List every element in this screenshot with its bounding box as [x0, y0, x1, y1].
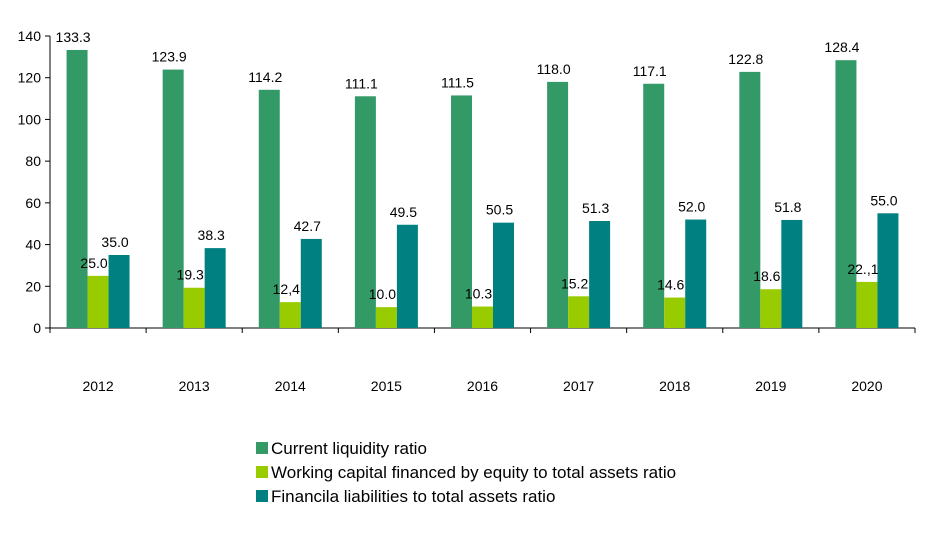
bar — [781, 219, 803, 328]
legend-label: Working capital financed by equity to to… — [271, 463, 676, 482]
bar — [685, 219, 707, 328]
bar-value-label: 22.,1 — [847, 261, 878, 277]
bar-value-label: 52.0 — [678, 199, 705, 215]
bar — [279, 302, 301, 328]
bar — [451, 95, 472, 328]
bar — [493, 222, 514, 328]
bar-value-label: 19.3 — [177, 267, 204, 283]
bar-value-label: 12,4 — [273, 281, 300, 297]
bar — [375, 307, 397, 328]
legend-swatch — [256, 442, 268, 454]
bar-value-label: 50.5 — [486, 202, 513, 218]
x-tick-label: 2014 — [275, 378, 306, 394]
bar — [835, 60, 857, 329]
x-tick-label: 2016 — [467, 378, 498, 394]
bar — [589, 221, 611, 328]
bar — [877, 213, 899, 328]
legend-label: Financila liabilities to total assets ra… — [271, 487, 555, 506]
bar-value-label: 118.0 — [537, 61, 571, 77]
x-tick-label: 2017 — [563, 378, 594, 394]
bar-value-label: 15.2 — [561, 275, 588, 291]
y-tick-label: 100 — [18, 111, 42, 127]
bar-value-label: 10.3 — [465, 286, 492, 302]
bar — [258, 89, 280, 328]
bar — [664, 297, 686, 328]
bar — [760, 289, 782, 328]
bar-value-label: 10.0 — [369, 286, 396, 302]
y-tick-label: 140 — [18, 28, 42, 44]
y-tick-label: 40 — [25, 237, 41, 253]
legend-label: Current liquidity ratio — [271, 439, 427, 458]
y-tick-label: 20 — [25, 278, 41, 294]
bar-value-label: 122.8 — [728, 51, 763, 67]
bar — [66, 49, 88, 329]
bar — [472, 306, 493, 328]
bar-value-label: 133.3 — [56, 29, 91, 45]
bar-value-label: 35.0 — [101, 234, 128, 250]
legend-swatch — [256, 490, 268, 502]
x-tick-label: 2013 — [179, 378, 210, 394]
bar-value-label: 18.6 — [753, 268, 780, 284]
bar-value-label: 111.1 — [345, 75, 378, 91]
bar — [108, 255, 130, 328]
bar-value-label: 117.1 — [633, 63, 667, 79]
bar-value-label: 49.5 — [390, 204, 417, 220]
x-tick-label: 2020 — [851, 378, 882, 394]
bar — [183, 287, 205, 328]
bar-value-label: 123.9 — [152, 49, 187, 65]
bar-value-label: 51.3 — [582, 200, 609, 216]
x-tick-label: 2019 — [755, 378, 786, 394]
legend-swatch — [256, 466, 268, 478]
bar-value-label: 111.5 — [441, 74, 474, 90]
bar — [547, 81, 569, 328]
bar — [162, 69, 184, 328]
x-tick-label: 2012 — [82, 378, 113, 394]
bar — [643, 83, 665, 329]
axes: 0 20 40 60 80 100 120 140 2012 2013 2014 2015 2016 20… — [18, 28, 916, 394]
y-tick-label: 0 — [33, 320, 41, 336]
bar-value-label: 51.8 — [774, 199, 801, 215]
bars — [66, 49, 899, 329]
data-labels: 133.3 25.0 35.0 123.9 19.3 38.3 114.2 12,4 42.7 1… — [56, 29, 898, 302]
bar-value-label: 128.4 — [824, 39, 859, 55]
y-tick-label: 60 — [25, 195, 41, 211]
bar-value-label: 38.3 — [198, 227, 225, 243]
bar-value-label: 114.2 — [248, 69, 282, 85]
bar — [87, 275, 109, 328]
bar — [396, 224, 418, 328]
legend: Current liquidity ratio Working capital f… — [256, 439, 676, 506]
x-tick-label: 2018 — [659, 378, 690, 394]
bar-value-label: 42.7 — [294, 218, 321, 234]
y-tick-label: 80 — [25, 153, 41, 169]
bar — [354, 96, 376, 328]
bar — [856, 281, 878, 328]
bar-value-label: 25.0 — [80, 255, 107, 271]
bar — [568, 296, 590, 328]
bar — [300, 238, 322, 328]
bar-value-label: 55.0 — [870, 192, 897, 208]
x-tick-label: 2015 — [371, 378, 402, 394]
bar — [204, 248, 226, 328]
bar-value-label: 14.6 — [657, 277, 684, 293]
y-tick-label: 120 — [18, 70, 42, 86]
bar — [739, 71, 761, 329]
